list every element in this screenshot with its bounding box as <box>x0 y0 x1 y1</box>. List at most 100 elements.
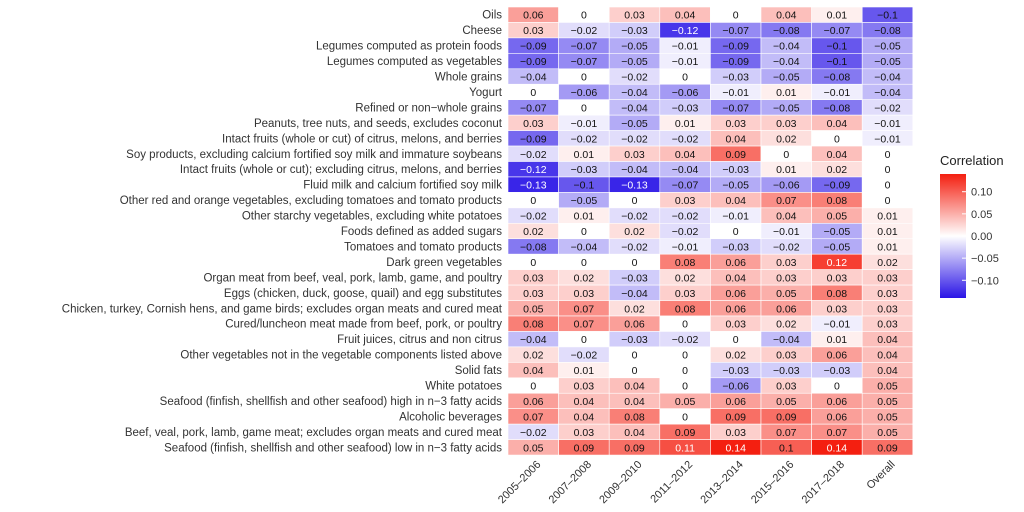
cell-value-label: 0.09 <box>776 411 797 423</box>
cell-value-label: 0 <box>682 365 688 377</box>
cell-value-label: −0.08 <box>520 241 547 253</box>
cell-value-label: −0.07 <box>520 102 547 114</box>
row-label: Oils <box>482 10 502 22</box>
cell-value-label: 0.02 <box>624 303 645 315</box>
cell-value-label: 0.04 <box>776 211 797 223</box>
cell-value-label: −0.02 <box>621 241 648 253</box>
row-label: Seafood (finfish, shellfish and other se… <box>164 442 502 454</box>
cell-value-label: 0.06 <box>624 319 645 331</box>
cell-value-label: −0.02 <box>571 25 598 37</box>
cell-value-label: 0.09 <box>877 442 898 454</box>
cell-value-label: 0.07 <box>776 195 797 207</box>
cell-value-label: 0.08 <box>523 319 544 331</box>
cell-value-label: 0 <box>733 10 739 22</box>
cell-value-label: 0 <box>581 72 587 84</box>
cell-value-label: 0.04 <box>624 396 645 408</box>
cell-value-label: 0 <box>581 10 587 22</box>
cell-value-label: 0.09 <box>675 427 696 439</box>
cell-value-label: 0.03 <box>725 118 746 130</box>
cell-value-label: 0.02 <box>827 164 848 176</box>
cell-value-label: 0.08 <box>827 195 848 207</box>
cell-value-label: −0.03 <box>621 272 648 284</box>
cell-value-label: 0.14 <box>725 442 746 454</box>
cell-value-label: 0.02 <box>675 272 696 284</box>
column-label: 2013–2014 <box>698 459 745 506</box>
cell-value-label: −0.03 <box>672 102 699 114</box>
cell-value-label: −0.02 <box>874 102 901 114</box>
cell-value-label: 0.04 <box>624 427 645 439</box>
cell-value-label: 0 <box>530 87 536 99</box>
cell-value-label: 0.03 <box>624 10 645 22</box>
cell-value-label: −0.01 <box>824 87 851 99</box>
cell-value-label: 0.14 <box>827 442 848 454</box>
cell-value-label: 0.01 <box>574 211 595 223</box>
cell-value-label: 0.1 <box>779 442 794 454</box>
cell-value-label: 0.06 <box>725 396 746 408</box>
cell-value-label: 0.05 <box>877 411 898 423</box>
cell-value-label: 0.03 <box>776 350 797 362</box>
column-labels: 2005–2006 2007–2008 2009–2010 2011–2012 2013… <box>496 459 898 506</box>
cell-value-label: 0 <box>581 257 587 269</box>
row-label: Refined or non−whole grains <box>355 102 502 114</box>
heatmap-cell <box>861 439 914 456</box>
cell-value-label: −0.02 <box>672 334 699 346</box>
cell-value-label: 0 <box>682 350 688 362</box>
cell-value-label: −0.05 <box>773 72 800 84</box>
cell-value-label: 0 <box>834 381 840 393</box>
cell-value-label: −0.07 <box>571 41 598 53</box>
cell-value-label: 0.02 <box>574 272 595 284</box>
cell-value-label: 0.01 <box>776 164 797 176</box>
cell-value-label: 0 <box>581 226 587 238</box>
cell-value-label: 0.03 <box>574 427 595 439</box>
cell-value-label: 0.07 <box>523 411 544 423</box>
cell-value-label: −0.04 <box>773 334 800 346</box>
row-label: Foods defined as added sugars <box>341 226 502 238</box>
cell-value-label: 0.02 <box>877 257 898 269</box>
cell-value-label: 0.03 <box>776 381 797 393</box>
cell-value-label: −0.03 <box>722 72 749 84</box>
cell-value-label: 0.03 <box>776 272 797 284</box>
cell-value-label: 0.06 <box>725 303 746 315</box>
cell-value-label: −0.09 <box>722 56 749 68</box>
row-label: Cheese <box>462 25 502 37</box>
row-label: Legumes computed as vegetables <box>327 56 502 68</box>
cell-value-label: 0 <box>834 133 840 145</box>
cell-value-label: 0.03 <box>523 118 544 130</box>
cell-value-label: −0.05 <box>722 180 749 192</box>
cell-value-label: −0.1 <box>877 10 898 22</box>
cell-value-label: −0.04 <box>621 288 648 300</box>
heatmap-cells: 0.06 0 0.03 0.04 0 0.04 0.01 −0.1 0.03 −0.02 −0.03… <box>507 6 914 456</box>
cell-value-label: −0.04 <box>874 72 901 84</box>
cell-value-label: −0.02 <box>621 72 648 84</box>
cell-value-label: −0.13 <box>520 180 547 192</box>
cell-value-label: 0.01 <box>877 211 898 223</box>
row-label: Peanuts, tree nuts, and seeds, excludes … <box>254 118 503 130</box>
cell-value-label: −0.04 <box>571 241 598 253</box>
cell-value-label: −0.08 <box>874 25 901 37</box>
cell-value-label: −0.03 <box>621 334 648 346</box>
cell-value-label: 0.09 <box>574 442 595 454</box>
cell-value-label: 0.12 <box>827 257 848 269</box>
cell-value-label: 0.06 <box>523 396 544 408</box>
cell-value-label: 0.03 <box>877 319 898 331</box>
legend-title: Correlation <box>940 153 1004 168</box>
cell-value-label: −0.03 <box>824 365 851 377</box>
cell-value-label: −0.05 <box>824 226 851 238</box>
cell-value-label: 0.04 <box>877 334 898 346</box>
cell-value-label: 0.03 <box>574 288 595 300</box>
cell-value-label: 0.03 <box>675 288 696 300</box>
cell-value-label: −0.02 <box>672 226 699 238</box>
row-label: Alcoholic beverages <box>399 411 502 423</box>
cell-value-label: 0.03 <box>725 427 746 439</box>
cell-value-label: 0 <box>682 411 688 423</box>
cell-value-label: 0.01 <box>675 118 696 130</box>
cell-value-label: 0.09 <box>725 411 746 423</box>
cell-value-label: 0 <box>632 257 638 269</box>
cell-value-label: −0.01 <box>672 241 699 253</box>
legend-tick-label: −0.05 <box>971 253 999 265</box>
cell-value-label: −0.03 <box>722 241 749 253</box>
row-label: Dark green vegetables <box>386 257 502 269</box>
cell-value-label: −0.1 <box>827 41 848 53</box>
cell-value-label: 0.06 <box>776 303 797 315</box>
cell-value-label: −0.04 <box>621 102 648 114</box>
